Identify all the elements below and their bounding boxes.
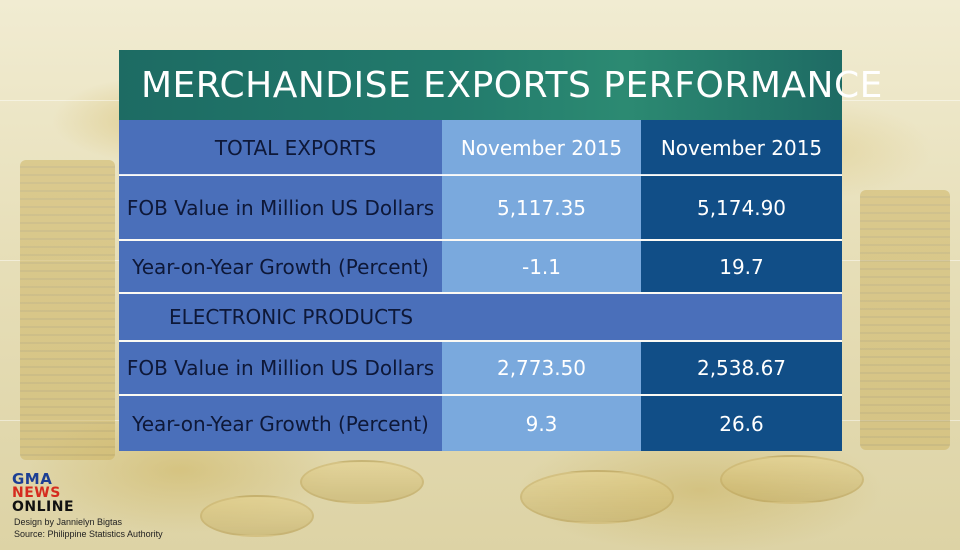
column-header-2: November 2015 [641, 120, 842, 175]
row-value-2: 2,538.67 [641, 342, 842, 394]
coin-stack [20, 160, 115, 460]
table-row: FOB Value in Million US Dollars 5,117.35… [119, 176, 842, 239]
section-header-row: ELECTRONIC PRODUCTS [119, 294, 842, 340]
table-row: FOB Value in Million US Dollars 2,773.50… [119, 342, 842, 394]
total-exports-header: TOTAL EXPORTS [119, 120, 442, 175]
title-bar: MERCHANDISE EXPORTS PERFORMANCE [119, 50, 883, 120]
row-value-2: 26.6 [641, 396, 842, 451]
column-header-1: November 2015 [442, 120, 641, 175]
row-label: Year-on-Year Growth (Percent) [119, 241, 442, 292]
coin [720, 455, 864, 504]
infographic-title: MERCHANDISE EXPORTS PERFORMANCE [141, 65, 883, 106]
design-credit: Design by Jannielyn Bigtas [14, 517, 123, 527]
row-divider [119, 239, 842, 241]
row-value-2: 19.7 [641, 241, 842, 292]
row-divider [119, 174, 842, 176]
row-label: FOB Value in Million US Dollars [119, 176, 442, 239]
coin [520, 470, 674, 524]
coin [300, 460, 424, 504]
row-label: FOB Value in Million US Dollars [119, 342, 442, 394]
row-value-1: 9.3 [442, 396, 641, 451]
electronic-products-header: ELECTRONIC PRODUCTS [119, 294, 842, 340]
header-row: TOTAL EXPORTS November 2015 November 201… [119, 120, 842, 175]
logo-gma-text: GMA [12, 470, 53, 488]
row-value-1: 5,117.35 [442, 176, 641, 239]
logo-news-text: NEWS [12, 485, 61, 501]
row-divider [119, 292, 842, 294]
coin-stack [860, 190, 950, 450]
row-value-1: 2,773.50 [442, 342, 641, 394]
row-label: Year-on-Year Growth (Percent) [119, 396, 442, 451]
coin [200, 495, 314, 537]
table-row: Year-on-Year Growth (Percent) 9.3 26.6 [119, 396, 842, 451]
row-divider [119, 394, 842, 396]
row-divider [119, 340, 842, 342]
table-row: Year-on-Year Growth (Percent) -1.1 19.7 [119, 241, 842, 292]
exports-table-panel: MERCHANDISE EXPORTS PERFORMANCE TOTAL EX… [119, 50, 883, 451]
row-value-1: -1.1 [442, 241, 641, 292]
gma-news-online-logo: GMA NEWS ONLINE Design by Jannielyn Bigt… [10, 470, 190, 545]
logo-online-text: ONLINE [12, 499, 75, 515]
source-credit: Source: Philippine Statistics Authority [14, 529, 163, 539]
row-value-2: 5,174.90 [641, 176, 842, 239]
